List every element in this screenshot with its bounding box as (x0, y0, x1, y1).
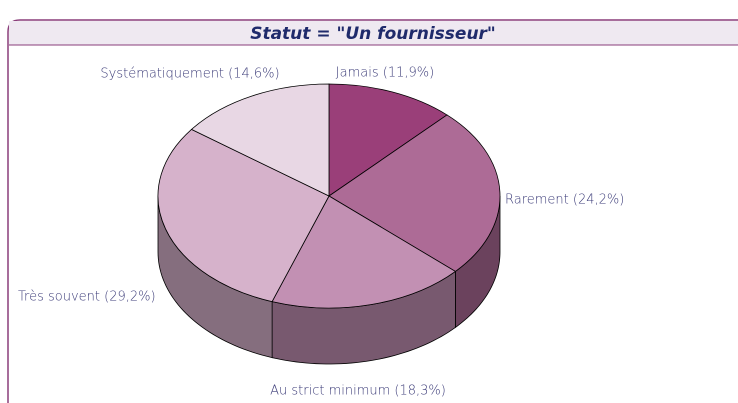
slice (328, 114, 501, 272)
chart-title: Statut = "Un fournisseur" (250, 24, 496, 44)
slice (190, 83, 330, 197)
slice (271, 195, 457, 309)
slice (328, 83, 448, 197)
slice-label: Très souvent (29,2%) (18, 290, 156, 305)
slice-label: Systématiquement (14,6%) (100, 67, 279, 82)
slice-label: Jamais (11,9%) (336, 66, 434, 81)
title-bar (9, 21, 738, 45)
slice-label: Au strict minimum (18,3%) (270, 384, 446, 399)
slice (157, 128, 330, 303)
slice-label: Rarement (24,2%) (505, 193, 624, 208)
